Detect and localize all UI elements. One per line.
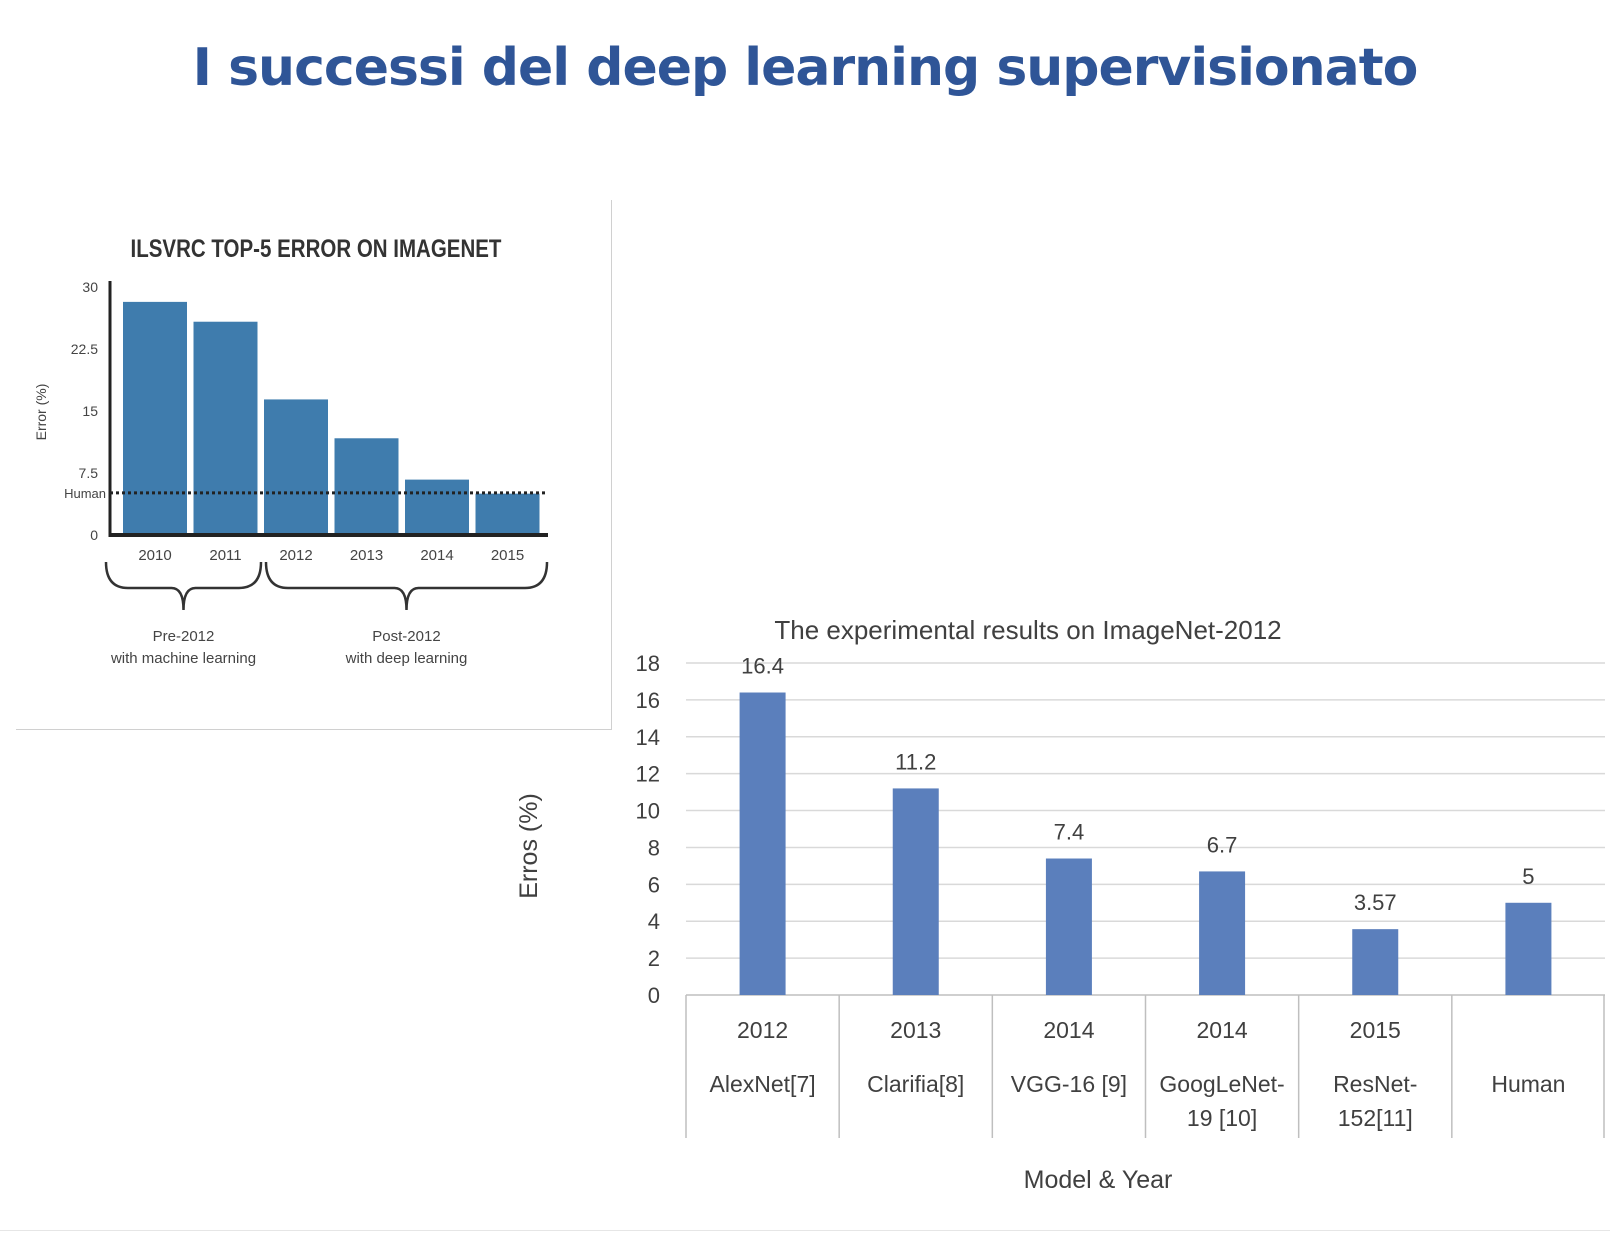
x-tick-model: VGG-16 [9]: [1011, 1071, 1127, 1097]
bar: [892, 788, 939, 995]
y-tick-label: 0: [90, 527, 98, 543]
data-label: 11.2: [895, 749, 936, 774]
x-tick-model: GoogLeNet-: [1159, 1071, 1284, 1097]
bar: [475, 493, 540, 535]
bar: [123, 301, 187, 535]
y-tick-label: 14: [636, 725, 660, 750]
bar: [334, 438, 399, 535]
y-tick-label: 18: [636, 651, 660, 676]
x-tick-label: 2012: [279, 547, 312, 564]
y-tick-label: 2: [648, 946, 660, 971]
x-tick-label: 2015: [491, 547, 524, 564]
data-label: 7.4: [1054, 820, 1085, 845]
bar: [264, 399, 328, 535]
group-label-line1: Post-2012: [372, 628, 440, 645]
y-tick-label: 22.5: [71, 341, 98, 357]
data-label: 6.7: [1207, 832, 1238, 857]
x-tick-label: 2011: [209, 547, 241, 564]
bar: [1045, 858, 1092, 995]
x-tick-model: Clarifia[8]: [867, 1071, 964, 1097]
ilsvrc-chart: ILSVRC TOP-5 ERROR ON IMAGENET Error (%) 2…: [33, 234, 549, 667]
y-axis-label: Error (%): [33, 384, 49, 441]
human-reference-label: Human: [64, 486, 106, 501]
x-tick-year: 2015: [1350, 1017, 1401, 1043]
group-brace: [264, 561, 549, 611]
imagenet-2012-chart: The experimental results on ImageNet-201…: [515, 620, 1605, 1194]
x-tick-year: 2014: [1043, 1017, 1094, 1043]
y-tick-label: 4: [648, 909, 660, 934]
y-tick-label: 30: [82, 279, 98, 295]
bar: [193, 321, 258, 535]
bar: [1505, 902, 1552, 995]
bar: [1199, 871, 1246, 995]
group-label-line2: with deep learning: [345, 650, 468, 667]
y-tick-label: 8: [648, 835, 660, 860]
x-tick-label: 2013: [350, 547, 383, 564]
chart-title: ILSVRC TOP-5 ERROR ON IMAGENET: [131, 234, 502, 262]
x-tick-model: Human: [1491, 1071, 1565, 1097]
bar: [405, 479, 469, 535]
group-label-line1: Pre-2012: [153, 628, 215, 645]
x-tick-model: ResNet-: [1333, 1071, 1417, 1097]
x-tick-year: 2013: [890, 1017, 941, 1043]
y-tick-label: 0: [648, 983, 660, 1008]
ilsvrc-chart-panel: ILSVRC TOP-5 ERROR ON IMAGENET Error (%) 2…: [16, 200, 612, 730]
x-tick-model: 152[11]: [1338, 1105, 1413, 1131]
group-label-line2: with machine learning: [110, 650, 256, 667]
y-tick-label: 16: [636, 688, 660, 713]
y-tick-label: 10: [636, 799, 660, 824]
slide-title: I successi del deep learning supervision…: [192, 38, 1419, 98]
y-axis-label: Erros (%): [515, 793, 543, 899]
x-tick-model: AlexNet[7]: [710, 1071, 816, 1097]
slide-bottom-rule: [0, 1230, 1610, 1231]
y-tick-label: 15: [82, 403, 98, 419]
y-tick-label: 7.5: [79, 465, 99, 481]
data-label: 3.57: [1354, 890, 1397, 915]
data-label: 5: [1522, 864, 1534, 889]
x-tick-label: 2010: [138, 547, 171, 564]
x-tick-year: 2012: [737, 1017, 788, 1043]
bar: [739, 692, 786, 995]
x-tick-year: 2014: [1196, 1017, 1247, 1043]
y-tick-label: 6: [648, 872, 660, 897]
x-tick-model: 19 [10]: [1187, 1105, 1257, 1131]
bar: [1352, 929, 1399, 995]
y-tick-label: 12: [636, 762, 660, 787]
x-tick-label: 2014: [420, 547, 453, 564]
data-label: 16.4: [741, 654, 784, 679]
group-brace: [104, 561, 263, 611]
x-axis-label: Model & Year: [1024, 1166, 1173, 1194]
chart-title: The experimental results on ImageNet-201…: [774, 620, 1281, 645]
